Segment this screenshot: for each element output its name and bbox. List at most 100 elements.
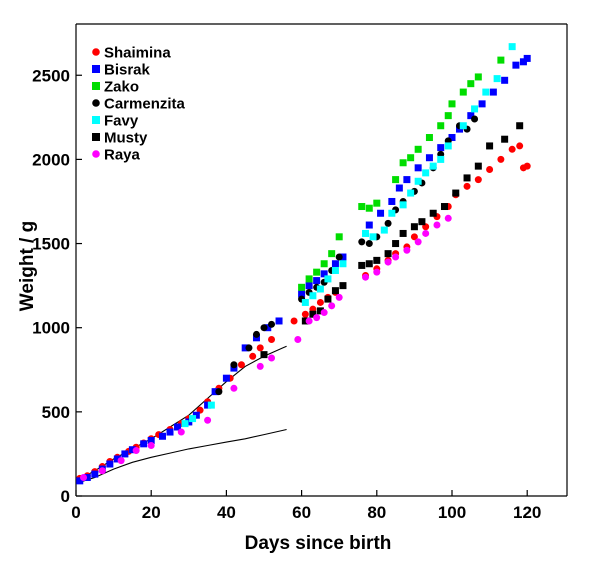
point-raya — [268, 354, 276, 362]
point-musty — [463, 174, 471, 182]
point-raya — [328, 302, 336, 310]
point-musty — [301, 317, 309, 325]
point-carmenzita — [260, 324, 268, 332]
point-raya — [433, 221, 441, 229]
point-bisrak — [91, 470, 99, 478]
point-bisrak — [305, 282, 313, 290]
point-shaimina — [249, 352, 257, 360]
point-shaimina — [268, 335, 276, 343]
point-shaimina — [474, 176, 482, 184]
point-favy — [331, 266, 339, 274]
point-bisrak — [489, 88, 497, 96]
point-zako — [335, 233, 343, 241]
point-zako — [358, 203, 366, 211]
point-bisrak — [377, 209, 385, 217]
point-zako — [459, 88, 467, 96]
point-favy — [181, 420, 189, 428]
point-zako — [373, 199, 381, 207]
point-carmenzita — [471, 115, 479, 123]
point-carmenzita — [230, 361, 238, 369]
point-shaimina — [256, 344, 264, 352]
point-musty — [324, 295, 332, 303]
legend-marker-favy — [92, 116, 100, 124]
point-raya — [80, 473, 88, 481]
point-musty — [486, 142, 494, 150]
point-zako — [437, 122, 445, 130]
point-carmenzita — [268, 320, 276, 328]
point-favy — [414, 177, 422, 185]
point-shaimina — [290, 317, 298, 325]
point-bisrak — [241, 344, 249, 352]
point-bisrak — [166, 428, 174, 436]
point-bisrak — [448, 134, 456, 142]
legend-label-musty: Musty — [104, 130, 148, 147]
point-favy — [388, 209, 396, 217]
point-favy — [459, 122, 467, 130]
point-favy — [369, 233, 377, 241]
point-bisrak — [275, 317, 283, 325]
point-zako — [407, 154, 415, 162]
x-tick-label: 100 — [438, 503, 466, 522]
point-bisrak — [83, 473, 91, 481]
point-shaimina — [523, 162, 531, 170]
point-favy — [189, 415, 197, 423]
point-raya — [373, 268, 381, 276]
point-raya — [147, 442, 155, 450]
ticks: 0 20 40 60 80 100 120 0 500 1000 1500 2000 2500 — [32, 66, 541, 522]
point-raya — [98, 467, 106, 475]
point-carmenzita — [215, 388, 223, 396]
point-musty — [452, 189, 460, 197]
point-shaimina — [410, 233, 418, 241]
point-musty — [331, 287, 339, 295]
reference-curve — [75, 428, 287, 484]
point-bisrak — [403, 176, 411, 184]
point-bisrak — [113, 455, 121, 463]
point-carmenzita — [335, 253, 343, 261]
point-favy — [309, 292, 317, 300]
x-axis-title: Days since birth — [245, 533, 392, 554]
point-bisrak — [174, 423, 182, 431]
point-zako — [497, 56, 505, 64]
point-musty — [516, 122, 524, 130]
point-musty — [418, 218, 426, 226]
point-shaimina — [316, 298, 324, 306]
point-raya — [313, 314, 321, 322]
y-tick-label: 2500 — [32, 66, 70, 85]
point-zako — [444, 112, 452, 120]
point-bisrak — [523, 54, 531, 62]
x-tick-label: 60 — [292, 503, 311, 522]
point-bisrak — [158, 432, 166, 440]
point-favy — [399, 201, 407, 209]
point-raya — [204, 416, 212, 424]
point-favy — [301, 298, 309, 306]
point-zako — [414, 145, 422, 153]
point-shaimina — [463, 182, 471, 190]
x-tick-label: 80 — [367, 503, 386, 522]
y-tick-label: 1500 — [32, 235, 70, 254]
legend-marker-carmenzita — [92, 99, 100, 107]
point-bisrak — [395, 184, 403, 192]
point-musty — [339, 282, 347, 290]
point-raya — [294, 335, 302, 343]
legend-label-carmenzita: Carmenzita — [104, 96, 186, 113]
point-raya — [392, 253, 400, 261]
point-bisrak — [478, 100, 486, 108]
point-bisrak — [185, 418, 193, 426]
point-musty — [501, 135, 509, 143]
y-tick-label: 500 — [42, 403, 70, 422]
point-bisrak — [128, 446, 136, 454]
legend-marker-bisrak — [92, 65, 100, 73]
point-favy — [339, 260, 347, 268]
legend-marker-shaimina — [92, 48, 100, 56]
point-carmenzita — [358, 238, 366, 246]
point-raya — [117, 457, 125, 465]
point-raya — [403, 246, 411, 254]
point-zako — [305, 275, 313, 283]
x-tick-label: 20 — [142, 503, 161, 522]
point-bisrak — [388, 197, 396, 205]
point-musty — [429, 209, 437, 217]
point-bisrak — [264, 324, 272, 332]
axes — [75, 23, 568, 497]
